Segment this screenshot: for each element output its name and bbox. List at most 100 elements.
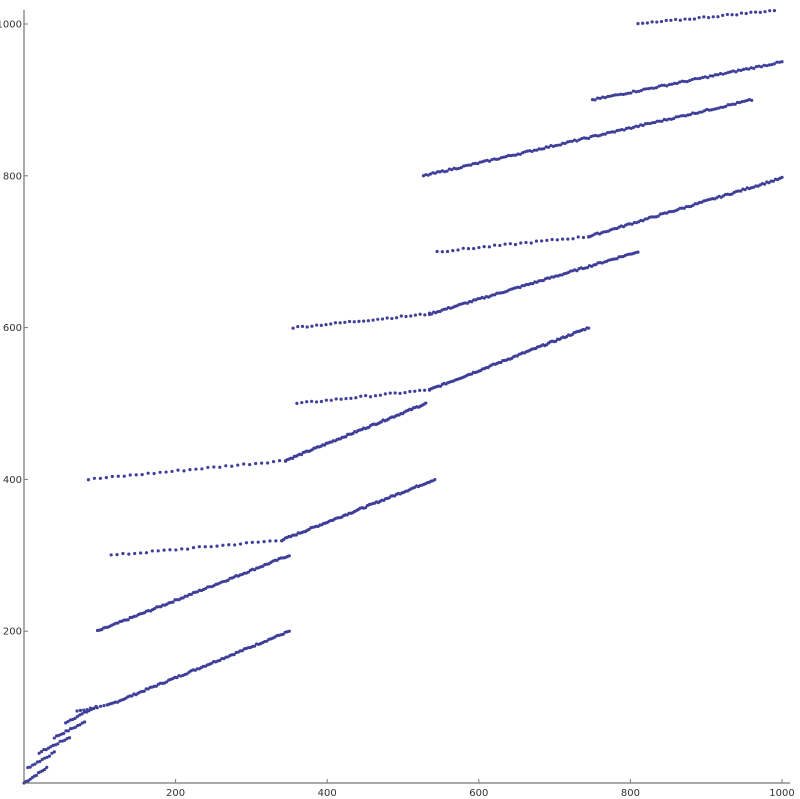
data-point — [777, 60, 782, 64]
data-point — [679, 114, 683, 118]
data-points — [22, 9, 784, 785]
data-point — [641, 123, 645, 128]
data-point — [34, 773, 39, 778]
data-point — [582, 136, 586, 140]
data-point — [657, 119, 662, 123]
data-point — [587, 136, 591, 140]
data-point — [310, 324, 314, 328]
data-point — [271, 460, 276, 464]
data-point — [682, 206, 686, 210]
data-point — [359, 394, 363, 398]
data-point — [686, 113, 690, 117]
data-point — [430, 312, 434, 316]
data-point — [62, 731, 66, 736]
data-point — [478, 160, 482, 164]
data-point — [364, 394, 368, 398]
data-point — [180, 547, 184, 551]
data-point — [775, 60, 779, 64]
data-point — [772, 62, 776, 66]
data-point — [767, 63, 771, 67]
data-point — [67, 736, 72, 740]
data-point — [653, 120, 657, 125]
data-point — [324, 398, 328, 402]
data-point — [650, 20, 654, 24]
data-point — [570, 139, 574, 143]
data-point — [413, 389, 417, 393]
data-point — [395, 316, 399, 320]
data-point — [170, 469, 174, 474]
data-point — [78, 723, 82, 727]
data-point — [610, 130, 614, 134]
data-point — [613, 93, 618, 97]
data-point — [399, 314, 403, 318]
data-point — [85, 707, 89, 712]
data-point — [636, 21, 640, 26]
data-point — [82, 708, 86, 712]
data-point — [740, 100, 744, 104]
data-point — [368, 395, 373, 399]
data-point — [28, 765, 32, 769]
data-point — [477, 245, 481, 250]
data-point — [492, 157, 496, 161]
data-point — [691, 111, 695, 115]
data-point — [373, 394, 378, 398]
data-point — [560, 237, 565, 241]
data-point — [424, 173, 428, 177]
data-point — [530, 149, 534, 153]
data-point — [613, 130, 617, 134]
data-point — [497, 157, 501, 161]
data-point — [110, 474, 114, 479]
data-point — [408, 389, 412, 394]
data-point — [541, 279, 545, 283]
data-point — [487, 159, 492, 163]
data-point — [503, 242, 507, 246]
data-point — [324, 323, 328, 327]
data-point — [191, 546, 196, 550]
data-point — [440, 250, 444, 254]
data-point — [770, 63, 774, 67]
data-point — [763, 182, 767, 186]
data-point — [393, 391, 397, 395]
data-point — [734, 70, 738, 74]
data-point — [281, 632, 285, 636]
data-point — [632, 125, 636, 129]
data-point — [252, 644, 257, 648]
data-point — [92, 706, 96, 711]
data-point — [744, 11, 748, 16]
data-point — [354, 396, 358, 400]
data-point — [581, 235, 586, 240]
data-point — [43, 756, 47, 760]
data-point — [305, 400, 309, 404]
data-point — [726, 103, 730, 107]
data-point — [508, 242, 512, 246]
data-point — [366, 319, 370, 323]
data-point — [176, 468, 180, 472]
data-point — [476, 162, 480, 166]
data-point — [423, 313, 427, 317]
data-point — [162, 548, 166, 552]
data-point — [287, 554, 291, 558]
data-point — [300, 324, 305, 328]
data-point — [133, 551, 137, 556]
data-point — [771, 179, 775, 183]
data-point — [39, 749, 44, 754]
data-point — [754, 10, 758, 14]
data-point — [226, 578, 230, 582]
data-point — [197, 545, 201, 549]
data-point — [319, 399, 324, 404]
data-point — [200, 467, 204, 471]
data-point — [232, 652, 236, 657]
data-point — [655, 119, 659, 123]
data-point — [729, 70, 733, 74]
data-point — [726, 70, 730, 75]
data-point — [772, 9, 777, 13]
data-point — [140, 473, 144, 477]
x-axis-ticks: 200 400 600 800 1000 — [166, 779, 795, 799]
data-point — [86, 478, 91, 482]
data-point — [242, 462, 246, 466]
data-point — [683, 79, 687, 84]
data-point — [616, 93, 620, 97]
data-point — [66, 729, 70, 733]
data-point — [700, 110, 704, 114]
data-point — [674, 115, 678, 119]
